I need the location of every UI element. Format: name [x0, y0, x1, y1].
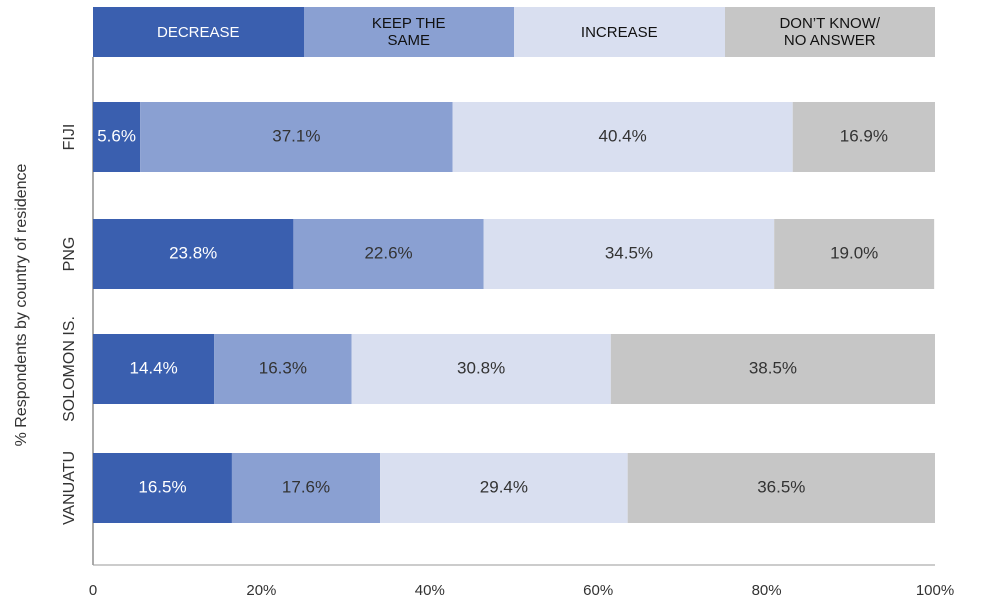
bar-segment — [627, 453, 935, 523]
x-tick-label: 100% — [916, 582, 954, 599]
data-label: 36.5% — [757, 477, 805, 496]
bar-segment — [231, 453, 381, 523]
bar-segment — [93, 334, 215, 404]
y-tick-label: SOLOMON IS. — [61, 316, 78, 422]
data-label: 17.6% — [282, 477, 330, 496]
data-label: 30.8% — [457, 358, 505, 377]
bar-segment — [380, 453, 628, 523]
data-label: 16.9% — [840, 126, 888, 145]
bar-segment — [93, 102, 141, 172]
bar-segment — [483, 219, 775, 289]
bar-segment — [93, 453, 232, 523]
x-tick-label: 0 — [89, 582, 97, 599]
legend-item: KEEP THE SAME — [303, 7, 514, 57]
bar-segment — [214, 334, 352, 404]
y-tick-label: PNG — [61, 237, 78, 272]
legend-label: INCREASE — [580, 23, 658, 41]
data-label: 19.0% — [830, 243, 878, 262]
data-label: 22.6% — [364, 243, 412, 262]
data-label: 5.6% — [97, 126, 136, 145]
y-axis-label: % Respondents by country of residence — [13, 163, 30, 446]
bar-segment — [774, 219, 935, 289]
legend-item: DON’T KNOW/ NO ANSWER — [724, 7, 935, 57]
legend-item: DECREASE — [93, 7, 304, 57]
x-tick-label: 20% — [246, 582, 276, 599]
y-tick-label: FIJI — [61, 124, 78, 151]
x-tick-label: 60% — [583, 582, 613, 599]
legend-label: KEEP THE SAME — [371, 15, 446, 49]
x-tick-label: 40% — [415, 582, 445, 599]
data-label: 16.3% — [259, 358, 307, 377]
data-label: 40.4% — [599, 126, 647, 145]
legend-label: DECREASE — [156, 23, 240, 41]
bar-segment — [351, 334, 611, 404]
data-label: 16.5% — [138, 477, 186, 496]
legend-label: DON’T KNOW/ NO ANSWER — [779, 15, 881, 49]
y-tick-label: VANUATU — [61, 451, 78, 525]
data-label: 34.5% — [605, 243, 653, 262]
data-label: 23.8% — [169, 243, 217, 262]
data-label: 38.5% — [749, 358, 797, 377]
bar-segment — [452, 102, 793, 172]
bar-segment — [140, 102, 453, 172]
bar-segment — [792, 102, 935, 172]
legend-item: INCREASE — [514, 7, 725, 57]
data-label: 14.4% — [130, 358, 178, 377]
bar-segment — [610, 334, 935, 404]
bar-segment — [293, 219, 484, 289]
bar-segment — [93, 219, 294, 289]
data-label: 37.1% — [272, 126, 320, 145]
data-label: 29.4% — [480, 477, 528, 496]
x-tick-label: 80% — [752, 582, 782, 599]
